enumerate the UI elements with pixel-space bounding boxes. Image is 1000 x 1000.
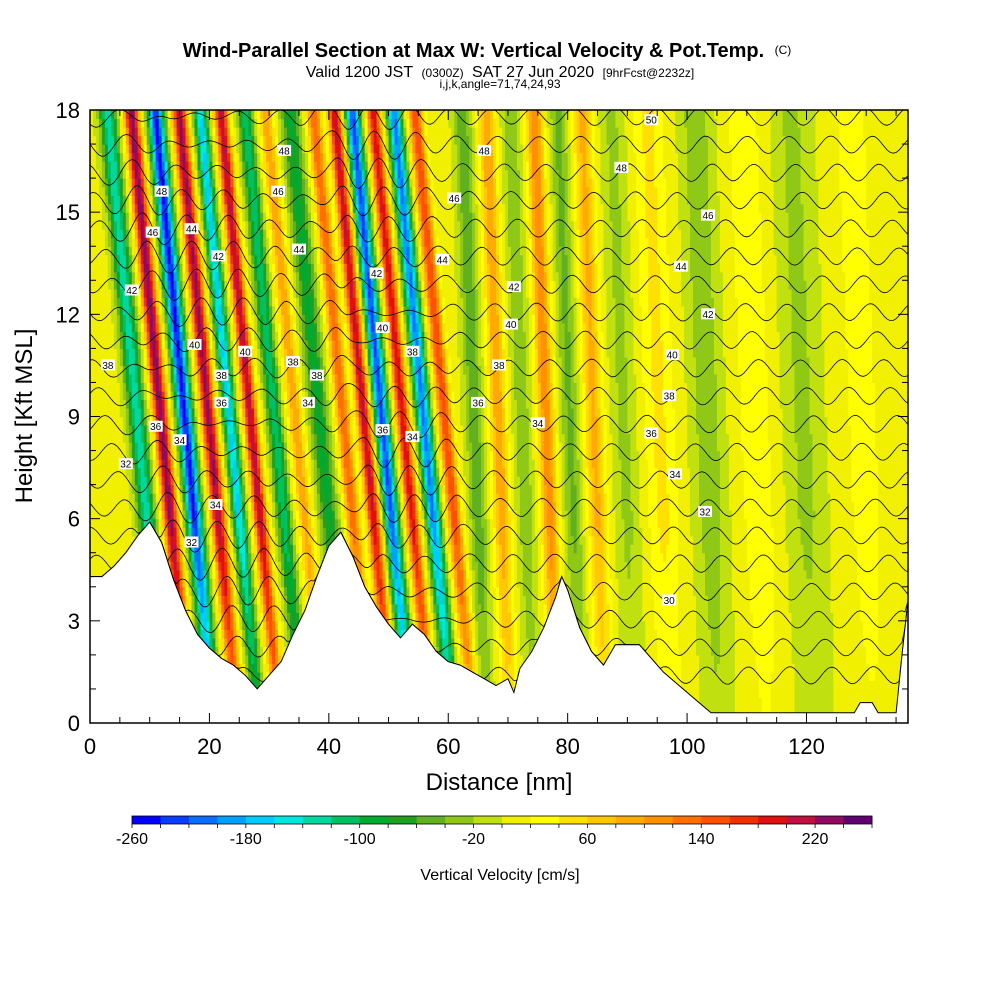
grid-indices: i,j,k,angle=71,74,24,93 [439, 77, 560, 91]
title: Wind-Parallel Section at Max W: Vertical… [183, 40, 792, 62]
forecast-info: [9hrFcst@2232z] [603, 66, 695, 80]
valid-prefix: Valid 1200 JST [306, 64, 414, 81]
chart-canvas: Wind-Parallel Section at Max W: Vertical… [0, 0, 1000, 1000]
copyright-mark: (C) [775, 43, 792, 57]
title-text: Wind-Parallel Section at Max W: Vertical… [183, 40, 764, 62]
